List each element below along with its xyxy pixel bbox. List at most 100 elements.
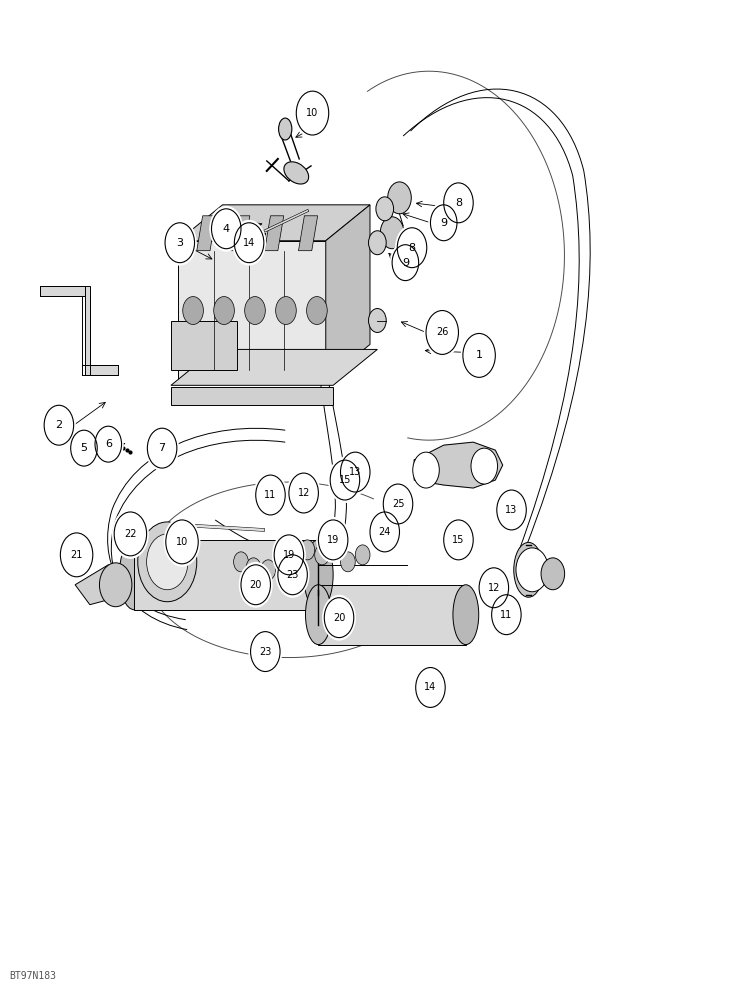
Polygon shape: [231, 216, 250, 251]
Ellipse shape: [284, 162, 309, 184]
Circle shape: [99, 563, 132, 607]
Text: 15: 15: [339, 475, 351, 485]
Ellipse shape: [294, 483, 310, 498]
Ellipse shape: [303, 540, 333, 610]
Circle shape: [112, 509, 149, 559]
Polygon shape: [178, 241, 326, 380]
Circle shape: [368, 509, 402, 555]
Text: 11: 11: [264, 490, 277, 500]
Circle shape: [272, 532, 306, 578]
Circle shape: [306, 297, 327, 324]
Circle shape: [249, 629, 282, 675]
Text: 9: 9: [440, 218, 447, 228]
Circle shape: [369, 231, 386, 255]
Circle shape: [355, 545, 370, 565]
Circle shape: [138, 522, 197, 602]
Polygon shape: [41, 286, 118, 375]
Circle shape: [164, 517, 201, 567]
Ellipse shape: [119, 540, 149, 610]
Circle shape: [428, 202, 460, 244]
Circle shape: [442, 180, 475, 226]
Circle shape: [390, 242, 421, 284]
Text: 4: 4: [223, 224, 230, 234]
Circle shape: [42, 402, 75, 448]
Circle shape: [300, 540, 314, 560]
Circle shape: [58, 530, 95, 580]
Text: 6: 6: [105, 439, 112, 449]
Text: 22: 22: [124, 529, 137, 539]
Circle shape: [413, 452, 440, 488]
Text: 21: 21: [70, 550, 83, 560]
Circle shape: [92, 423, 124, 465]
Circle shape: [163, 220, 197, 266]
Text: 25: 25: [391, 499, 404, 509]
Circle shape: [541, 558, 565, 590]
Circle shape: [246, 558, 261, 578]
Circle shape: [494, 487, 528, 533]
Text: 19: 19: [283, 550, 295, 560]
Polygon shape: [298, 216, 317, 251]
Circle shape: [245, 297, 266, 324]
Circle shape: [477, 565, 511, 611]
Polygon shape: [414, 442, 502, 488]
Circle shape: [414, 665, 448, 710]
Text: 23: 23: [259, 647, 272, 657]
Text: 2: 2: [56, 420, 62, 430]
Circle shape: [380, 217, 404, 249]
Polygon shape: [75, 565, 119, 605]
Circle shape: [395, 225, 429, 271]
Text: 1: 1: [476, 350, 482, 360]
Text: 7: 7: [158, 443, 166, 453]
Text: 5: 5: [81, 443, 87, 453]
Circle shape: [239, 562, 272, 608]
Circle shape: [516, 548, 548, 592]
Text: 12: 12: [297, 488, 310, 498]
Ellipse shape: [514, 542, 543, 597]
Circle shape: [388, 182, 411, 214]
Polygon shape: [178, 205, 370, 241]
Circle shape: [214, 297, 235, 324]
Circle shape: [489, 592, 523, 638]
Polygon shape: [171, 349, 377, 385]
Text: 10: 10: [176, 537, 188, 547]
Text: 14: 14: [243, 238, 255, 248]
Circle shape: [328, 457, 362, 503]
Text: 20: 20: [249, 580, 262, 590]
Text: 20: 20: [333, 613, 346, 623]
Polygon shape: [171, 321, 238, 370]
Circle shape: [275, 552, 309, 598]
Text: BT97N183: BT97N183: [9, 971, 56, 981]
Circle shape: [286, 470, 320, 516]
Circle shape: [471, 448, 497, 484]
Circle shape: [69, 427, 99, 469]
Text: 11: 11: [500, 610, 513, 620]
Circle shape: [232, 220, 266, 266]
Text: 8: 8: [408, 243, 416, 253]
Text: 3: 3: [176, 238, 184, 248]
Text: 24: 24: [379, 527, 391, 537]
Text: 9: 9: [402, 258, 409, 268]
Circle shape: [340, 552, 355, 572]
Text: 8: 8: [455, 198, 462, 208]
Text: 12: 12: [488, 583, 500, 593]
Circle shape: [316, 517, 350, 563]
Ellipse shape: [453, 585, 479, 645]
Circle shape: [261, 560, 275, 580]
Text: 13: 13: [505, 505, 518, 515]
Text: 10: 10: [306, 108, 319, 118]
Polygon shape: [265, 216, 283, 251]
Ellipse shape: [278, 118, 292, 140]
FancyBboxPatch shape: [171, 387, 333, 405]
Circle shape: [147, 534, 188, 590]
Circle shape: [376, 197, 394, 221]
Circle shape: [209, 206, 243, 252]
Text: 13: 13: [349, 467, 361, 477]
Text: 26: 26: [436, 327, 448, 337]
Circle shape: [183, 297, 204, 324]
Circle shape: [338, 449, 372, 495]
Text: 23: 23: [286, 570, 299, 580]
Circle shape: [369, 309, 386, 332]
Circle shape: [322, 595, 356, 641]
Text: 15: 15: [452, 535, 465, 545]
Circle shape: [275, 297, 296, 324]
